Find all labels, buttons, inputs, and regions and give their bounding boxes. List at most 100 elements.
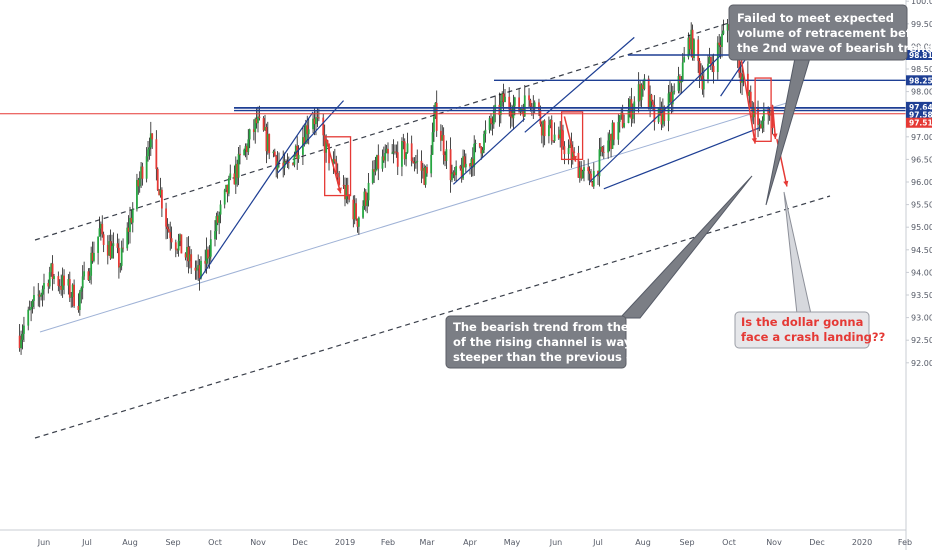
- candle-body: [590, 173, 592, 183]
- candle-body: [542, 120, 545, 136]
- candle-body: [229, 173, 232, 178]
- candle-body: [194, 267, 197, 271]
- candle-body: [186, 246, 188, 258]
- trendline-1: [199, 111, 314, 280]
- time-axis-ticks[interactable]: Jun Jul Aug Sep Oct Nov Dec 2019 Feb Mar Apr May Jun…: [37, 538, 912, 547]
- candle-body: [244, 146, 247, 150]
- candle-body: [529, 100, 532, 107]
- candle-body: [345, 185, 348, 200]
- time-tick-label: Sep: [679, 538, 694, 547]
- price-tick-label: 94.00: [911, 268, 932, 277]
- candle-body: [718, 42, 721, 46]
- candle-body: [322, 117, 325, 136]
- candle-body: [768, 114, 771, 116]
- box-dec-2018: [324, 136, 352, 197]
- candle-body: [442, 135, 445, 156]
- candle-body: [285, 161, 287, 163]
- callout-middle-pointer: [618, 175, 753, 319]
- callout-middle-box: [445, 315, 627, 369]
- candle-body: [414, 161, 417, 164]
- candle-body: [631, 111, 634, 119]
- candle-body: [462, 156, 464, 179]
- trendline-4: [524, 36, 635, 133]
- candle-body: [304, 125, 307, 144]
- candle-body: [522, 108, 525, 117]
- candle-body: [373, 169, 376, 172]
- candle-body: [471, 158, 474, 168]
- candle-body: [484, 129, 487, 135]
- arrow-proj-1: [771, 105, 778, 140]
- time-tick-label: Aug: [635, 538, 651, 547]
- candle-body: [580, 167, 583, 179]
- candle-body: [679, 76, 681, 83]
- candle-body: [618, 115, 621, 122]
- time-tick-label: Aug: [122, 538, 138, 547]
- candle-body: [629, 99, 631, 110]
- candle-body: [376, 155, 378, 170]
- channel-upper-line: [34, 6, 781, 241]
- candle-body: [701, 75, 704, 90]
- candle-body: [188, 254, 191, 262]
- candle-body: [294, 145, 297, 157]
- ann-mid-line: The bearish trend from the to: [453, 320, 646, 334]
- candle-body: [518, 97, 520, 112]
- candle-body: [573, 151, 576, 153]
- candle-body: [709, 57, 712, 64]
- candle-body: [63, 275, 65, 286]
- candle-body: [752, 106, 755, 118]
- candle-body: [98, 228, 101, 237]
- candle-body: [396, 152, 399, 167]
- arrow-oct-2019-head: [751, 137, 757, 144]
- candle-body: [726, 24, 729, 31]
- candle-body: [137, 179, 140, 187]
- candle-body: [136, 179, 138, 210]
- candle-body: [748, 91, 751, 96]
- candle-body: [758, 124, 761, 126]
- candle-body: [548, 125, 550, 137]
- candle-body: [90, 252, 93, 276]
- rising-channel: [34, 6, 831, 439]
- candle-body: [148, 147, 151, 150]
- callout-top-box: [728, 4, 908, 61]
- candle-body: [501, 93, 504, 101]
- price-tick-label: 96.50: [911, 155, 932, 164]
- candle-body: [225, 184, 227, 191]
- candle-body: [521, 108, 523, 110]
- candle-body: [215, 216, 218, 232]
- candle-body: [588, 171, 591, 174]
- candle-body: [552, 140, 555, 142]
- candle-body: [391, 152, 394, 154]
- candle-body: [430, 154, 433, 174]
- candle-body: [247, 139, 250, 153]
- candle-body: [513, 97, 516, 106]
- ann-top-line: the 2nd wave of bearish trend: [737, 41, 932, 55]
- candle-body: [315, 117, 317, 125]
- candle-body: [335, 161, 338, 173]
- candle-body: [116, 243, 119, 248]
- candle-body: [68, 279, 71, 298]
- price-tick-label: 95.50: [911, 201, 932, 210]
- candle-body: [73, 284, 75, 306]
- candle-body: [268, 133, 271, 154]
- candle-body: [20, 339, 22, 349]
- candle-body: [205, 249, 208, 264]
- candle-body: [673, 90, 676, 93]
- candle-body: [652, 101, 654, 105]
- candle-body: [119, 265, 122, 268]
- candle-body: [601, 146, 604, 152]
- candle-body: [722, 30, 725, 34]
- candle-body: [767, 109, 770, 115]
- candle-body: [174, 242, 177, 250]
- candle-body: [265, 127, 268, 152]
- candle-body: [642, 84, 644, 89]
- candle-body: [112, 243, 115, 247]
- candle-body: [570, 144, 573, 160]
- candle-body: [623, 123, 626, 128]
- candle-body: [464, 163, 467, 168]
- candle-body: [445, 149, 448, 161]
- candle-body: [559, 129, 562, 139]
- candle-body: [633, 101, 636, 112]
- candle-body: [451, 173, 453, 181]
- candle-body: [508, 96, 511, 110]
- candle-body: [190, 254, 193, 268]
